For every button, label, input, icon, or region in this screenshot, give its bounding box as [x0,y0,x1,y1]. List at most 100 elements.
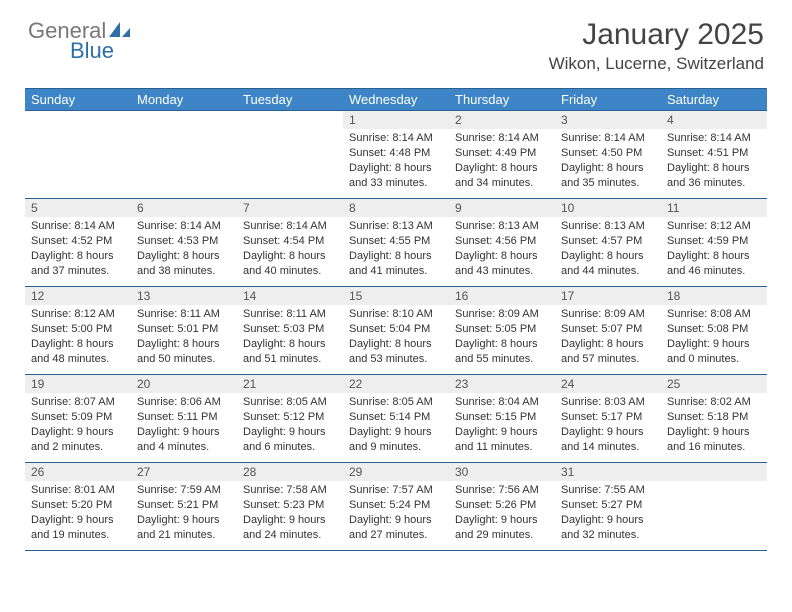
calendar-table: SundayMondayTuesdayWednesdayThursdayFrid… [25,88,767,551]
day-number: 25 [661,375,767,393]
calendar-day-cell: 8Sunrise: 8:13 AMSunset: 4:55 PMDaylight… [343,199,449,287]
calendar-day-cell: 20Sunrise: 8:06 AMSunset: 5:11 PMDayligh… [131,375,237,463]
day-number-empty [25,111,131,129]
title-block: January 2025 Wikon, Lucerne, Switzerland [549,18,764,74]
calendar-day-cell: 26Sunrise: 8:01 AMSunset: 5:20 PMDayligh… [25,463,131,551]
calendar-day-cell: 16Sunrise: 8:09 AMSunset: 5:05 PMDayligh… [449,287,555,375]
calendar-week-row: 26Sunrise: 8:01 AMSunset: 5:20 PMDayligh… [25,463,767,551]
calendar-day-cell: 21Sunrise: 8:05 AMSunset: 5:12 PMDayligh… [237,375,343,463]
day-number: 14 [237,287,343,305]
day-details: Sunrise: 8:03 AMSunset: 5:17 PMDaylight:… [555,393,661,457]
calendar-day-cell: 30Sunrise: 7:56 AMSunset: 5:26 PMDayligh… [449,463,555,551]
calendar-day-cell: 13Sunrise: 8:11 AMSunset: 5:01 PMDayligh… [131,287,237,375]
logo: GeneralBlue [28,18,132,64]
day-number: 18 [661,287,767,305]
day-number: 28 [237,463,343,481]
calendar-day-cell: 31Sunrise: 7:55 AMSunset: 5:27 PMDayligh… [555,463,661,551]
day-number-empty [661,463,767,481]
day-number: 3 [555,111,661,129]
day-details: Sunrise: 8:14 AMSunset: 4:52 PMDaylight:… [25,217,131,281]
day-details: Sunrise: 8:09 AMSunset: 5:05 PMDaylight:… [449,305,555,369]
calendar-day-cell [237,111,343,199]
weekday-header: Wednesday [343,89,449,111]
day-details: Sunrise: 8:01 AMSunset: 5:20 PMDaylight:… [25,481,131,545]
logo-text-blue: Blue [70,38,114,64]
day-number: 4 [661,111,767,129]
day-details: Sunrise: 7:57 AMSunset: 5:24 PMDaylight:… [343,481,449,545]
calendar-day-cell: 7Sunrise: 8:14 AMSunset: 4:54 PMDaylight… [237,199,343,287]
calendar-day-cell: 19Sunrise: 8:07 AMSunset: 5:09 PMDayligh… [25,375,131,463]
day-number: 7 [237,199,343,217]
calendar-week-row: 19Sunrise: 8:07 AMSunset: 5:09 PMDayligh… [25,375,767,463]
day-details: Sunrise: 8:13 AMSunset: 4:55 PMDaylight:… [343,217,449,281]
day-number: 12 [25,287,131,305]
weekday-header: Monday [131,89,237,111]
day-number: 9 [449,199,555,217]
day-number: 23 [449,375,555,393]
day-number: 1 [343,111,449,129]
day-number-empty [131,111,237,129]
day-number: 30 [449,463,555,481]
day-details: Sunrise: 7:55 AMSunset: 5:27 PMDaylight:… [555,481,661,545]
calendar-day-cell: 14Sunrise: 8:11 AMSunset: 5:03 PMDayligh… [237,287,343,375]
day-number: 5 [25,199,131,217]
day-number: 8 [343,199,449,217]
day-number: 21 [237,375,343,393]
calendar-day-cell: 10Sunrise: 8:13 AMSunset: 4:57 PMDayligh… [555,199,661,287]
month-title: January 2025 [549,18,764,52]
day-details: Sunrise: 8:14 AMSunset: 4:53 PMDaylight:… [131,217,237,281]
calendar-day-cell: 1Sunrise: 8:14 AMSunset: 4:48 PMDaylight… [343,111,449,199]
day-details: Sunrise: 8:14 AMSunset: 4:54 PMDaylight:… [237,217,343,281]
weekday-header: Saturday [661,89,767,111]
weekday-header: Thursday [449,89,555,111]
calendar-week-row: 12Sunrise: 8:12 AMSunset: 5:00 PMDayligh… [25,287,767,375]
day-number: 6 [131,199,237,217]
day-details: Sunrise: 8:14 AMSunset: 4:50 PMDaylight:… [555,129,661,193]
day-number: 10 [555,199,661,217]
day-number: 20 [131,375,237,393]
day-number: 29 [343,463,449,481]
day-number: 27 [131,463,237,481]
day-details: Sunrise: 8:13 AMSunset: 4:56 PMDaylight:… [449,217,555,281]
day-number: 2 [449,111,555,129]
day-details: Sunrise: 8:08 AMSunset: 5:08 PMDaylight:… [661,305,767,369]
calendar-day-cell [131,111,237,199]
day-details: Sunrise: 7:59 AMSunset: 5:21 PMDaylight:… [131,481,237,545]
day-details: Sunrise: 8:14 AMSunset: 4:49 PMDaylight:… [449,129,555,193]
day-number: 31 [555,463,661,481]
calendar-day-cell: 11Sunrise: 8:12 AMSunset: 4:59 PMDayligh… [661,199,767,287]
calendar-day-cell: 18Sunrise: 8:08 AMSunset: 5:08 PMDayligh… [661,287,767,375]
day-number-empty [237,111,343,129]
location: Wikon, Lucerne, Switzerland [549,54,764,74]
day-details: Sunrise: 8:11 AMSunset: 5:03 PMDaylight:… [237,305,343,369]
calendar-day-cell: 6Sunrise: 8:14 AMSunset: 4:53 PMDaylight… [131,199,237,287]
day-details: Sunrise: 8:11 AMSunset: 5:01 PMDaylight:… [131,305,237,369]
calendar-day-cell [25,111,131,199]
calendar-day-cell: 12Sunrise: 8:12 AMSunset: 5:00 PMDayligh… [25,287,131,375]
calendar-day-cell: 2Sunrise: 8:14 AMSunset: 4:49 PMDaylight… [449,111,555,199]
calendar-day-cell: 29Sunrise: 7:57 AMSunset: 5:24 PMDayligh… [343,463,449,551]
day-details: Sunrise: 8:14 AMSunset: 4:51 PMDaylight:… [661,129,767,193]
calendar-week-row: 1Sunrise: 8:14 AMSunset: 4:48 PMDaylight… [25,111,767,199]
weekday-header: Friday [555,89,661,111]
day-details: Sunrise: 8:12 AMSunset: 4:59 PMDaylight:… [661,217,767,281]
day-number: 19 [25,375,131,393]
calendar-day-cell: 27Sunrise: 7:59 AMSunset: 5:21 PMDayligh… [131,463,237,551]
day-details: Sunrise: 8:09 AMSunset: 5:07 PMDaylight:… [555,305,661,369]
header: GeneralBlue January 2025 Wikon, Lucerne,… [0,0,792,78]
day-number: 15 [343,287,449,305]
day-details: Sunrise: 7:56 AMSunset: 5:26 PMDaylight:… [449,481,555,545]
calendar-day-cell: 9Sunrise: 8:13 AMSunset: 4:56 PMDaylight… [449,199,555,287]
day-details: Sunrise: 8:04 AMSunset: 5:15 PMDaylight:… [449,393,555,457]
calendar-day-cell: 15Sunrise: 8:10 AMSunset: 5:04 PMDayligh… [343,287,449,375]
day-number: 17 [555,287,661,305]
day-number: 16 [449,287,555,305]
day-number: 13 [131,287,237,305]
day-number: 22 [343,375,449,393]
calendar-day-cell: 5Sunrise: 8:14 AMSunset: 4:52 PMDaylight… [25,199,131,287]
day-details: Sunrise: 8:12 AMSunset: 5:00 PMDaylight:… [25,305,131,369]
day-details: Sunrise: 8:13 AMSunset: 4:57 PMDaylight:… [555,217,661,281]
calendar-day-cell: 24Sunrise: 8:03 AMSunset: 5:17 PMDayligh… [555,375,661,463]
day-details: Sunrise: 8:07 AMSunset: 5:09 PMDaylight:… [25,393,131,457]
calendar-day-cell: 25Sunrise: 8:02 AMSunset: 5:18 PMDayligh… [661,375,767,463]
